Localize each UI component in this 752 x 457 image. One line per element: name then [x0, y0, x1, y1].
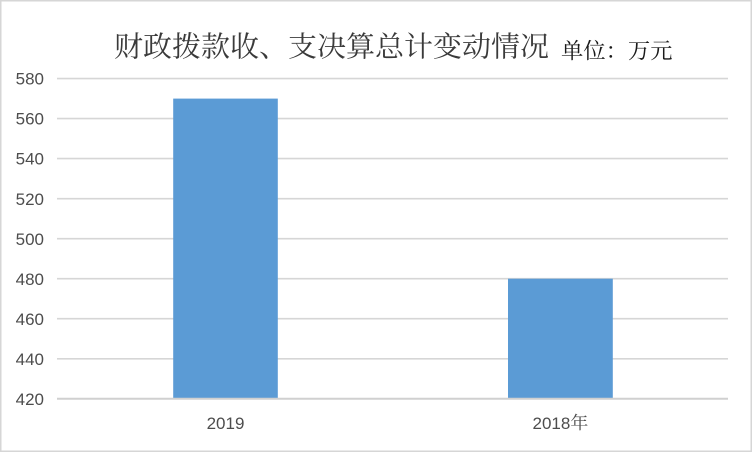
svg-text:2018: 2018 [533, 414, 571, 433]
svg-text:480: 480 [16, 270, 44, 289]
svg-text:460: 460 [16, 310, 44, 329]
svg-text:520: 520 [16, 190, 44, 209]
svg-text:540: 540 [16, 150, 44, 169]
svg-text:420: 420 [16, 390, 44, 409]
svg-text:560: 560 [16, 110, 44, 129]
svg-text:580: 580 [16, 70, 44, 89]
svg-text:500: 500 [16, 230, 44, 249]
svg-text:2019: 2019 [207, 414, 245, 433]
svg-text:440: 440 [16, 350, 44, 369]
